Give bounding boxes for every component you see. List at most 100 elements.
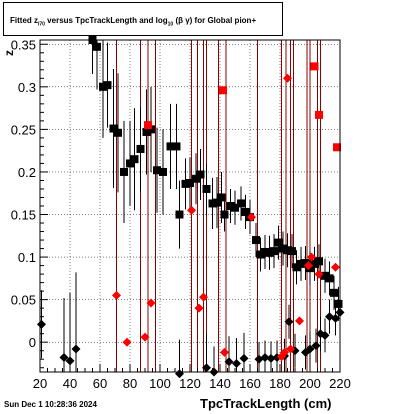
red-diamond-point bbox=[283, 73, 292, 83]
y-tick-label: 0.25 bbox=[11, 122, 36, 137]
black-square-point bbox=[181, 179, 190, 188]
red-diamond-point bbox=[295, 316, 304, 326]
black-diamond-point bbox=[59, 353, 69, 363]
black-square-point bbox=[283, 246, 292, 255]
black-square-point bbox=[310, 259, 319, 268]
black-diamond-point bbox=[232, 358, 241, 368]
x-tick-label: 200 bbox=[299, 376, 321, 391]
black-square-point bbox=[166, 142, 175, 151]
black-square-point bbox=[334, 299, 343, 308]
black-diamond-point bbox=[37, 319, 46, 329]
black-square-point bbox=[103, 81, 112, 90]
black-square-point bbox=[256, 250, 265, 259]
black-diamond-point bbox=[260, 353, 270, 363]
black-square-point bbox=[265, 248, 274, 257]
black-square-point bbox=[297, 259, 305, 268]
red-diamond-point bbox=[140, 332, 150, 342]
title-sub2: 10 bbox=[167, 21, 174, 28]
black-square-point bbox=[274, 238, 283, 247]
black-diamond-point bbox=[224, 357, 234, 367]
black-diamond-point bbox=[71, 344, 81, 354]
black-square-point bbox=[241, 207, 250, 216]
black-square-point bbox=[172, 142, 181, 151]
x-tick-label: 80 bbox=[123, 376, 137, 391]
red-square-point bbox=[315, 110, 323, 119]
black-square-point bbox=[292, 263, 301, 272]
black-square-point bbox=[208, 199, 217, 208]
x-axis-label: TpcTrackLength (cm) bbox=[200, 396, 332, 411]
red-square-point bbox=[144, 121, 152, 130]
y-tick-label: 0.15 bbox=[11, 208, 36, 223]
black-diamond-point bbox=[320, 330, 330, 340]
x-tick-label: 120 bbox=[179, 376, 201, 391]
title-sub1: I70 bbox=[38, 21, 45, 28]
y-tick-label: 0.2 bbox=[18, 165, 36, 180]
black-square-point bbox=[270, 247, 278, 256]
black-diamond-point bbox=[311, 341, 321, 351]
red-diamond-point bbox=[146, 298, 156, 308]
x-tick-label: 40 bbox=[63, 376, 77, 391]
title-middle: versus TpcTrackLength and log bbox=[44, 16, 168, 25]
markers bbox=[37, 36, 345, 379]
x-tick-label: 220 bbox=[329, 376, 351, 391]
black-square-point bbox=[231, 203, 239, 212]
black-diamond-point bbox=[239, 353, 249, 363]
y-tick-label: 0.3 bbox=[18, 80, 36, 95]
red-diamond-point bbox=[280, 347, 289, 357]
black-diamond-point bbox=[331, 313, 340, 323]
black-square-point bbox=[226, 202, 235, 210]
timestamp: Sun Dec 1 10:28:36 2024 bbox=[4, 400, 97, 409]
black-square-point bbox=[325, 274, 334, 283]
x-tick-label: 60 bbox=[93, 376, 107, 391]
x-tick-label: 140 bbox=[209, 376, 231, 391]
y-tick-label: 0 bbox=[29, 335, 36, 350]
chart-title-box: Fitted zI70 versus TpcTrackLength and lo… bbox=[3, 2, 283, 36]
black-square-point bbox=[136, 144, 145, 153]
red-diamond-point bbox=[112, 290, 121, 300]
black-square-point bbox=[93, 42, 101, 51]
black-square-point bbox=[261, 247, 269, 256]
black-square-point bbox=[217, 193, 226, 202]
black-square-point bbox=[301, 259, 310, 268]
y-tick-label: 0.35 bbox=[11, 37, 36, 52]
red-diamond-point bbox=[187, 205, 196, 215]
black-diamond-point bbox=[65, 356, 75, 366]
black-square-point bbox=[126, 159, 134, 168]
black-square-point bbox=[109, 124, 118, 133]
black-square-point bbox=[175, 210, 184, 219]
red-diamond-point bbox=[307, 252, 316, 262]
red-diamond-point bbox=[286, 344, 295, 354]
black-square-point bbox=[153, 166, 161, 175]
red-diamond-point bbox=[220, 347, 229, 357]
black-square-point bbox=[159, 167, 167, 176]
black-square-point bbox=[202, 184, 211, 193]
y-tick-label: 0.05 bbox=[11, 293, 36, 308]
x-tick-label: 100 bbox=[149, 376, 171, 391]
red-square-point bbox=[310, 62, 319, 71]
black-diamond-point bbox=[305, 344, 315, 354]
black-square-point bbox=[192, 174, 200, 183]
red-square-point bbox=[219, 86, 227, 95]
black-square-point bbox=[288, 247, 296, 256]
black-square-point bbox=[213, 198, 221, 207]
x-tick-label: 180 bbox=[269, 376, 291, 391]
black-square-point bbox=[99, 82, 107, 91]
axes: 20 40 60 80 100 120 140 160 180 200 220 0 0.05 0.1 0.1… bbox=[11, 37, 351, 391]
red-diamond-point bbox=[314, 269, 324, 279]
x-tick-label: 160 bbox=[239, 376, 261, 391]
title-prefix: Fitted z bbox=[10, 16, 38, 25]
black-diamond-point bbox=[202, 363, 211, 373]
y-axis-label: z bbox=[2, 50, 16, 56]
red-diamond-point bbox=[122, 337, 132, 347]
y-tick-label: 0.1 bbox=[18, 250, 36, 265]
black-square-point bbox=[186, 179, 194, 188]
x-tick-label: 20 bbox=[33, 376, 47, 391]
black-diamond-point bbox=[266, 353, 276, 363]
black-square-point bbox=[315, 257, 323, 266]
black-square-point bbox=[147, 125, 155, 134]
red-diamond-point bbox=[304, 261, 313, 271]
black-square-point bbox=[114, 128, 122, 137]
black-square-point bbox=[321, 271, 329, 280]
